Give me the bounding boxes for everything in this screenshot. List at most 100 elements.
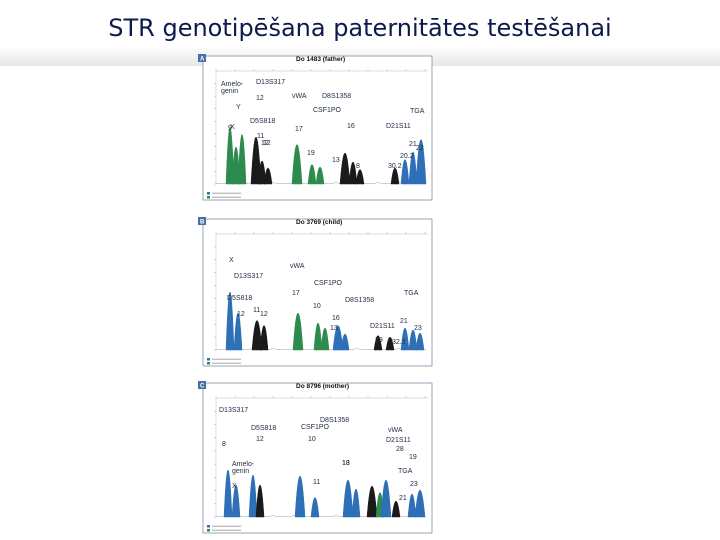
panel-heading: Do 3769 (child) <box>296 219 342 226</box>
allele-label: D8S1358 <box>345 297 374 304</box>
allele-label: D13S317 <box>234 273 263 280</box>
allele-peak <box>380 480 392 518</box>
slide-title: STR genotipēšana paternitātes testēšanai <box>108 14 612 42</box>
allele-label: D5S818 <box>227 295 252 302</box>
allele-label: 20.2 <box>400 153 414 160</box>
panel-heading: Do 8796 (mother) <box>296 383 349 390</box>
allele-label: 11 <box>313 479 320 486</box>
allele-label: D21S11 <box>386 437 411 444</box>
panel-a: A Do 1483 (father) Amelo-genin D13S317 12 X Yv… <box>198 54 433 201</box>
allele-label: TGA <box>410 108 425 115</box>
panel-badge <box>198 54 206 62</box>
allele-peak <box>237 134 247 185</box>
dye-legend-swatch <box>207 192 210 195</box>
allele-label: 12 <box>260 311 268 318</box>
dye-legend-swatch <box>207 362 210 365</box>
allele-peak <box>355 169 365 185</box>
allele-peak <box>390 167 400 185</box>
panel-badge <box>198 217 206 225</box>
allele-label: D13S317 <box>256 79 285 86</box>
allele-label: CSF1PO <box>314 280 343 287</box>
allele-label: TGA <box>398 468 413 475</box>
allele-peak <box>373 335 383 351</box>
panel-badge-letter: B <box>200 220 205 226</box>
allele-label: 12 <box>237 311 245 318</box>
allele-peak <box>292 313 304 351</box>
allele-peak <box>291 144 303 185</box>
allele-label: 19 <box>409 454 417 461</box>
allele-label: D8S1358 <box>322 93 351 100</box>
allele-peak <box>414 490 426 518</box>
dye-legend-swatch <box>207 525 210 528</box>
allele-label: 30.2 <box>388 163 402 170</box>
allele-label: D13S317 <box>219 407 248 414</box>
allele-peak <box>315 166 325 185</box>
allele-label: 17 <box>295 126 303 133</box>
allele-peak <box>263 167 273 185</box>
allele-label: D5S818 <box>250 118 275 125</box>
panel-badge-letter: C <box>200 384 205 390</box>
allele-peak <box>223 469 233 518</box>
allele-label: 28 <box>396 446 404 453</box>
panel-badge <box>198 381 206 389</box>
allele-label: 11 <box>257 133 264 140</box>
panel-badge-letter: A <box>200 57 205 63</box>
allele-peak <box>233 313 243 351</box>
allele-label: Amelo-genin <box>221 81 244 95</box>
allele-peak <box>310 497 320 518</box>
allele-label: 12 <box>261 140 269 147</box>
allele-label: 16 <box>332 315 340 322</box>
allele-label: 13 <box>330 325 338 332</box>
allele-label: 17 <box>292 290 300 297</box>
allele-peak <box>259 325 269 351</box>
allele-peak <box>340 333 350 351</box>
panel-heading: Do 1483 (father) <box>296 56 345 63</box>
allele-label: Amelo-genin <box>232 461 255 475</box>
allele-peak <box>255 484 265 518</box>
title-band <box>0 0 720 66</box>
allele-label: 8 <box>222 441 226 448</box>
allele-label: 23 <box>410 481 418 488</box>
allele-label: 12 <box>256 95 264 102</box>
allele-label: D5S818 <box>251 425 276 432</box>
allele-label: 13 <box>342 460 350 467</box>
allele-label: 8 <box>356 163 360 170</box>
allele-peak <box>415 332 425 351</box>
allele-peak <box>294 476 306 518</box>
panel-b: B Do 3769 (child)XD13S317vWACSF1POD5S8181… <box>198 217 433 367</box>
allele-label: 10 <box>313 303 321 310</box>
allele-label: 29 <box>375 337 383 344</box>
allele-peak <box>391 500 401 518</box>
allele-label: CSF1PO <box>313 107 342 114</box>
allele-label: X <box>229 257 234 264</box>
dye-legend-swatch <box>207 529 210 532</box>
allele-label: 9 <box>228 125 232 132</box>
allele-label: vWA <box>292 93 307 100</box>
allele-label: 22 <box>416 145 424 152</box>
allele-label: 21 <box>400 318 408 325</box>
allele-peak <box>225 292 235 351</box>
allele-label: 32.2 <box>392 339 406 346</box>
allele-label: CSF1PO <box>301 424 330 431</box>
allele-label: X <box>232 483 237 490</box>
allele-label: D21S11 <box>370 323 395 330</box>
allele-peak <box>231 484 241 518</box>
allele-label: 18 <box>342 460 350 467</box>
allele-label: 21 <box>409 141 417 148</box>
allele-label: TGA <box>404 290 419 297</box>
allele-label: vWA <box>388 427 403 434</box>
allele-label: D21S11 <box>386 123 411 130</box>
allele-label: 12 <box>256 436 264 443</box>
allele-label: D8S1358 <box>320 417 349 424</box>
allele-label: 13 <box>332 157 340 164</box>
panel-c: C Do 8796 (mother) D13S317 D8S1358 D5S818 CSF… <box>198 381 433 534</box>
allele-label: X <box>230 124 235 131</box>
allele-peak <box>415 139 427 185</box>
allele-label: 12 <box>263 140 271 147</box>
dye-legend-swatch <box>207 196 210 199</box>
allele-label: 19 <box>307 150 315 157</box>
allele-label: Y <box>236 104 241 111</box>
allele-peak <box>351 489 361 518</box>
allele-label: 16 <box>347 123 355 130</box>
